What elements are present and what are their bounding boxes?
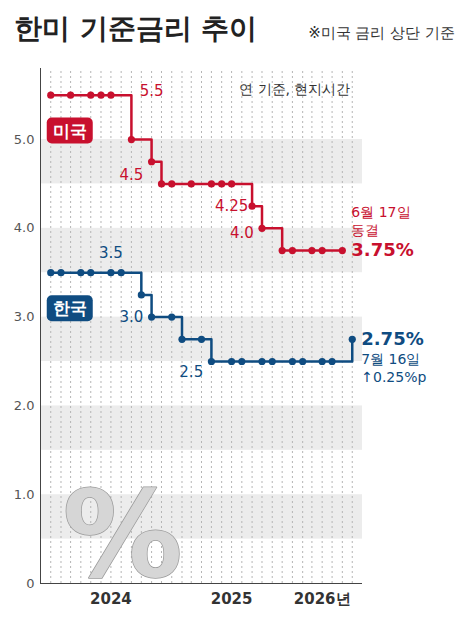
svg-text:3.0: 3.0 — [14, 309, 35, 324]
svg-text:2.0: 2.0 — [14, 398, 35, 413]
svg-text:4.5: 4.5 — [119, 166, 143, 184]
svg-text:4.0: 4.0 — [14, 220, 35, 235]
svg-text:4.25: 4.25 — [215, 197, 248, 215]
svg-text:2025: 2025 — [211, 590, 253, 608]
svg-text:미국: 미국 — [53, 121, 87, 141]
svg-text:5.5: 5.5 — [140, 81, 164, 99]
svg-text:3.5: 3.5 — [99, 244, 123, 262]
svg-text:1.0: 1.0 — [14, 487, 35, 502]
svg-text:%: % — [63, 465, 183, 604]
svg-text:2.5: 2.5 — [179, 363, 203, 381]
svg-text:↑0.25%p: ↑0.25%p — [361, 369, 426, 385]
svg-text:2024: 2024 — [90, 590, 132, 608]
svg-text:동결: 동결 — [351, 222, 379, 238]
svg-text:6월 17일: 6월 17일 — [351, 204, 410, 220]
svg-text:4.0: 4.0 — [230, 224, 254, 242]
html-text:한미 기준금리 추이: 한미 기준금리 추이 — [14, 12, 258, 45]
html-text:※미국 금리 상단 기준: ※미국 금리 상단 기준 — [308, 24, 455, 42]
svg-text:2.75%: 2.75% — [361, 328, 423, 349]
svg-text:7월 16일: 7월 16일 — [361, 351, 420, 367]
svg-text:0: 0 — [26, 576, 34, 591]
svg-text:연 기준, 현지시간: 연 기준, 현지시간 — [239, 81, 350, 97]
svg-text:3.0: 3.0 — [119, 308, 143, 326]
svg-text:5.0: 5.0 — [14, 132, 35, 147]
svg-text:3.75%: 3.75% — [351, 239, 413, 260]
svg-text:2026년: 2026년 — [294, 590, 351, 608]
svg-text:한국: 한국 — [53, 298, 87, 318]
